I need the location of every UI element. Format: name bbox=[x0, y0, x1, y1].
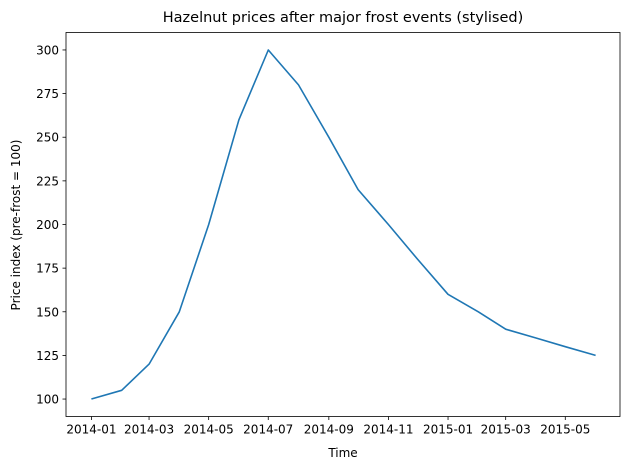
x-tick-label: 2015-05 bbox=[540, 423, 590, 437]
y-tick-label: 200 bbox=[36, 218, 59, 232]
y-tick-label: 225 bbox=[36, 174, 59, 188]
series-line-0 bbox=[91, 49, 596, 400]
chart-title: Hazelnut prices after major frost events… bbox=[163, 10, 523, 26]
y-tick-label: 175 bbox=[36, 262, 59, 276]
x-tick-label: 2014-07 bbox=[243, 423, 293, 437]
y-tick-label: 150 bbox=[36, 305, 59, 319]
x-tick-label: 2014-11 bbox=[363, 423, 413, 437]
x-tick-label: 2015-01 bbox=[423, 423, 473, 437]
y-axis-label: Price index (pre-frost = 100) bbox=[9, 140, 23, 311]
x-tick-label: 2014-03 bbox=[124, 423, 174, 437]
y-tick-label: 250 bbox=[36, 131, 59, 145]
x-tick-label: 2014-05 bbox=[184, 423, 234, 437]
x-tick-label: 2014-01 bbox=[66, 423, 116, 437]
y-tick-label: 275 bbox=[36, 87, 59, 101]
y-tick-label: 125 bbox=[36, 349, 59, 363]
x-axis-label: Time bbox=[327, 446, 357, 460]
x-tick-label: 2014-09 bbox=[304, 423, 354, 437]
x-tick-label: 2015-03 bbox=[481, 423, 531, 437]
y-tick-label: 100 bbox=[36, 393, 59, 407]
y-tick-label: 300 bbox=[36, 43, 59, 57]
plot-frame bbox=[65, 32, 621, 417]
